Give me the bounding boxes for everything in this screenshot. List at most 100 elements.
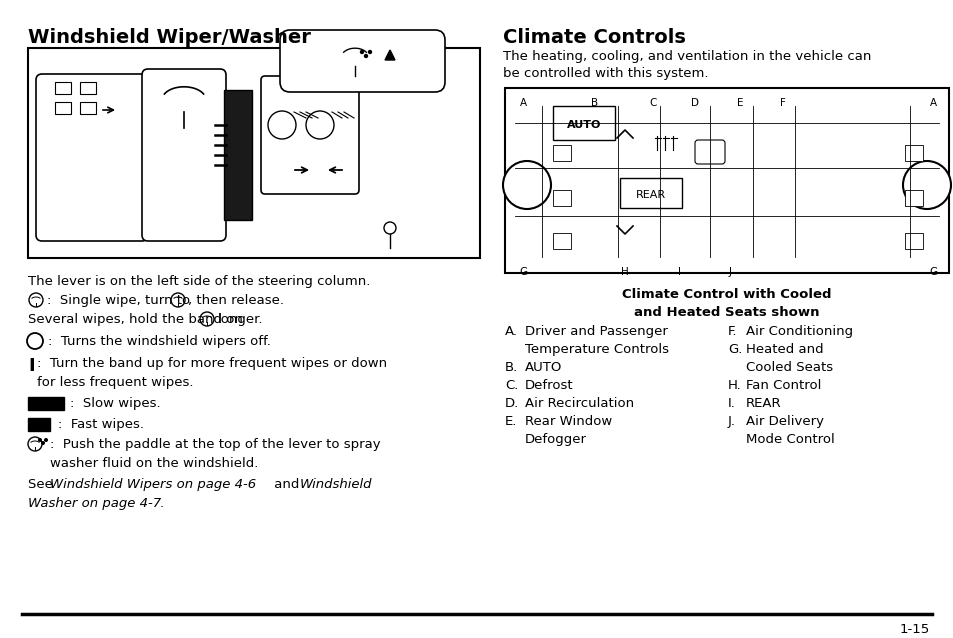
Circle shape [42, 441, 44, 444]
Bar [28, 397, 64, 410]
Text: Fan Control: Fan Control [745, 379, 821, 392]
FancyBboxPatch shape [142, 69, 226, 241]
Text: :  Slow wipes.: : Slow wipes. [70, 397, 160, 410]
Circle shape [171, 293, 185, 307]
Circle shape [268, 111, 295, 139]
Circle shape [45, 439, 48, 441]
Text: I.: I. [727, 397, 735, 410]
FancyBboxPatch shape [261, 76, 358, 194]
Text: E.: E. [504, 415, 517, 428]
Text: Several wipes, hold the band on: Several wipes, hold the band on [28, 313, 243, 326]
Circle shape [384, 222, 395, 234]
Circle shape [27, 333, 43, 349]
Text: H: H [620, 267, 628, 277]
Text: F.: F. [727, 325, 737, 338]
Text: J: J [728, 267, 731, 277]
Text: Defogger: Defogger [524, 433, 586, 446]
Text: Windshield: Windshield [299, 478, 372, 491]
Bar [28, 418, 50, 431]
Bar [55, 82, 71, 94]
Bar [28, 48, 479, 258]
Text: 1-15: 1-15 [899, 623, 929, 636]
Text: A: A [928, 98, 936, 108]
Text: Windshield Wipers on page 4-6: Windshield Wipers on page 4-6 [50, 478, 255, 491]
Text: C.: C. [504, 379, 517, 392]
Text: Washer on page 4-7: Washer on page 4-7 [28, 497, 161, 510]
Text: Heated and: Heated and [745, 343, 822, 356]
Text: , then release.: , then release. [188, 294, 284, 307]
Circle shape [39, 439, 41, 441]
Circle shape [29, 293, 43, 307]
Text: :  Fast wipes.: : Fast wipes. [58, 418, 144, 431]
Circle shape [902, 161, 950, 209]
FancyBboxPatch shape [36, 74, 148, 241]
Bar [904, 190, 923, 206]
Text: C: C [649, 98, 656, 108]
Text: D: D [690, 98, 699, 108]
Text: G: G [518, 267, 526, 277]
Text: I: I [28, 357, 34, 375]
Text: REAR: REAR [745, 397, 781, 410]
Bar [553, 190, 571, 206]
Text: washer fluid on the windshield.: washer fluid on the windshield. [50, 457, 258, 470]
Text: :  Turn the band up for more frequent wipes or down: : Turn the band up for more frequent wip… [37, 357, 387, 370]
Text: REAR: REAR [636, 190, 665, 200]
Bar [904, 145, 923, 161]
Bar [55, 102, 71, 114]
Text: D.: D. [504, 397, 518, 410]
Text: J.: J. [727, 415, 735, 428]
Text: The heating, cooling, and ventilation in the vehicle can
be controlled with this: The heating, cooling, and ventilation in… [502, 50, 870, 80]
Text: :  Push the paddle at the top of the lever to spray: : Push the paddle at the top of the leve… [50, 438, 380, 451]
Text: H.: H. [727, 379, 741, 392]
FancyBboxPatch shape [280, 30, 444, 92]
Text: B: B [591, 98, 598, 108]
Text: .: . [160, 497, 164, 510]
Text: The lever is on the left side of the steering column.: The lever is on the left side of the ste… [28, 275, 370, 288]
Text: Air Conditioning: Air Conditioning [745, 325, 852, 338]
Circle shape [28, 437, 42, 451]
Text: Mode Control: Mode Control [745, 433, 834, 446]
Circle shape [368, 50, 371, 54]
Circle shape [360, 50, 363, 54]
FancyBboxPatch shape [695, 140, 724, 164]
Circle shape [306, 111, 334, 139]
Text: I: I [678, 267, 680, 277]
Bar [904, 233, 923, 249]
Bar [553, 233, 571, 249]
Text: See: See [28, 478, 57, 491]
Text: Driver and Passenger: Driver and Passenger [524, 325, 667, 338]
Text: E: E [736, 98, 742, 108]
Text: Air Delivery: Air Delivery [745, 415, 823, 428]
Bar [224, 90, 252, 220]
Text: B.: B. [504, 361, 517, 374]
Text: Climate Controls: Climate Controls [502, 28, 685, 47]
Bar [80, 102, 96, 114]
Text: Defrost: Defrost [524, 379, 573, 392]
Text: AUTO: AUTO [524, 361, 561, 374]
Text: Temperature Controls: Temperature Controls [524, 343, 668, 356]
Bar [80, 82, 96, 94]
Text: AUTO: AUTO [566, 120, 600, 130]
Circle shape [364, 54, 367, 57]
Text: and: and [270, 478, 303, 491]
Bar [553, 106, 615, 140]
Polygon shape [385, 50, 395, 60]
Text: longer.: longer. [218, 313, 263, 326]
Text: :  Turns the windshield wipers off.: : Turns the windshield wipers off. [48, 335, 271, 348]
Text: Air Recirculation: Air Recirculation [524, 397, 634, 410]
Text: G.: G. [727, 343, 741, 356]
Text: F: F [780, 98, 785, 108]
Bar [553, 145, 571, 161]
Text: A.: A. [504, 325, 517, 338]
Circle shape [200, 312, 213, 326]
Text: Climate Control with Cooled
and Heated Seats shown: Climate Control with Cooled and Heated S… [621, 288, 831, 319]
Text: Windshield Wiper/Washer: Windshield Wiper/Washer [28, 28, 311, 47]
Text: for less frequent wipes.: for less frequent wipes. [37, 376, 193, 389]
Circle shape [502, 161, 551, 209]
Bar [619, 178, 681, 208]
Text: A: A [518, 98, 526, 108]
Bar [504, 88, 948, 273]
Text: G: G [928, 267, 936, 277]
Text: Rear Window: Rear Window [524, 415, 612, 428]
Text: :  Single wipe, turn to: : Single wipe, turn to [47, 294, 190, 307]
